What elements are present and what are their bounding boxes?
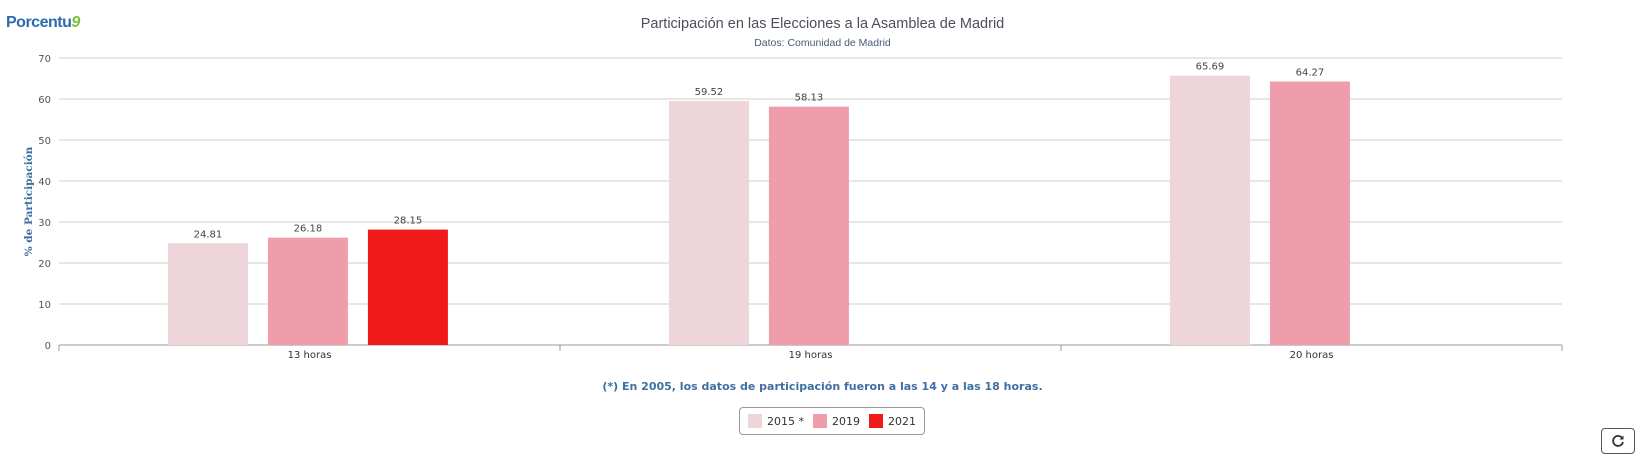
data-label: 24.81 (194, 229, 223, 240)
bar-2019-2 (1269, 81, 1350, 346)
y-tick-label: 50 (38, 136, 51, 147)
legend-label-2021: 2021 (888, 414, 916, 428)
logo-accent: 9 (71, 14, 80, 31)
data-label: 59.52 (695, 87, 724, 98)
x-tick-label: 13 horas (288, 350, 332, 361)
data-label: 28.15 (394, 216, 423, 227)
refresh-button[interactable] (1601, 428, 1635, 454)
data-label: 65.69 (1196, 62, 1225, 73)
chart-legend: 2015 * 2019 2021 (739, 407, 925, 435)
legend-swatch-2019 (813, 414, 827, 428)
bar-2019-0 (267, 237, 348, 345)
logo-text: Porcentu (6, 14, 72, 31)
refresh-icon (1612, 435, 1624, 447)
legend-item-2015[interactable]: 2015 * (748, 414, 804, 428)
y-tick-label: 10 (38, 300, 51, 311)
x-tick-label: 19 horas (789, 350, 833, 361)
chart-title: Participación en las Elecciones a la Asa… (640, 16, 1005, 32)
porcentu9-logo: Porcentu9 (6, 14, 80, 32)
bar-chart: 0 10 20 30 40 50 60 70 % de Participación 13 hora… (23, 54, 1563, 361)
legend-swatch-2021 (869, 414, 883, 428)
data-label: 58.13 (795, 93, 824, 104)
y-tick-label: 30 (38, 218, 51, 229)
data-label: 64.27 (1296, 67, 1325, 78)
y-tick-label: 0 (45, 341, 51, 352)
y-tick-label: 70 (38, 54, 51, 65)
bar-2015-2 (1169, 75, 1250, 346)
y-tick-label: 20 (38, 259, 51, 270)
chart-subtitle: Datos: Comunidad de Madrid (754, 37, 891, 49)
y-axis-title: % de Participación (23, 146, 35, 256)
data-label: 26.18 (294, 224, 323, 235)
legend-item-2021[interactable]: 2021 (869, 414, 916, 428)
legend-swatch-2015 (748, 414, 762, 428)
bar-2021-0 (367, 229, 448, 345)
legend-item-2019[interactable]: 2019 (813, 414, 860, 428)
chart-footnote: (*) En 2005, los datos de participación … (602, 380, 1043, 393)
legend-label-2015: 2015 * (767, 414, 804, 428)
bar-2019-1 (768, 106, 849, 346)
y-tick-label: 60 (38, 95, 51, 106)
bar-2015-0 (167, 243, 248, 345)
legend-label-2019: 2019 (832, 414, 860, 428)
x-tick-label: 20 horas (1290, 350, 1334, 361)
bar-2015-1 (668, 100, 749, 345)
y-tick-label: 40 (38, 177, 51, 188)
